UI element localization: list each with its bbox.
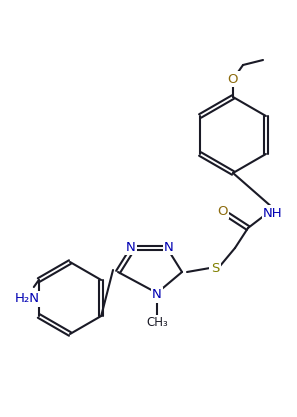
Text: O: O [217, 204, 227, 218]
Text: CH₃: CH₃ [146, 317, 168, 329]
Text: N: N [126, 241, 136, 254]
Text: O: O [228, 73, 238, 85]
Text: N: N [152, 289, 162, 301]
Text: N: N [164, 241, 174, 254]
Text: H₂N: H₂N [14, 292, 39, 306]
Text: S: S [211, 261, 219, 274]
Text: NH: NH [263, 206, 283, 219]
